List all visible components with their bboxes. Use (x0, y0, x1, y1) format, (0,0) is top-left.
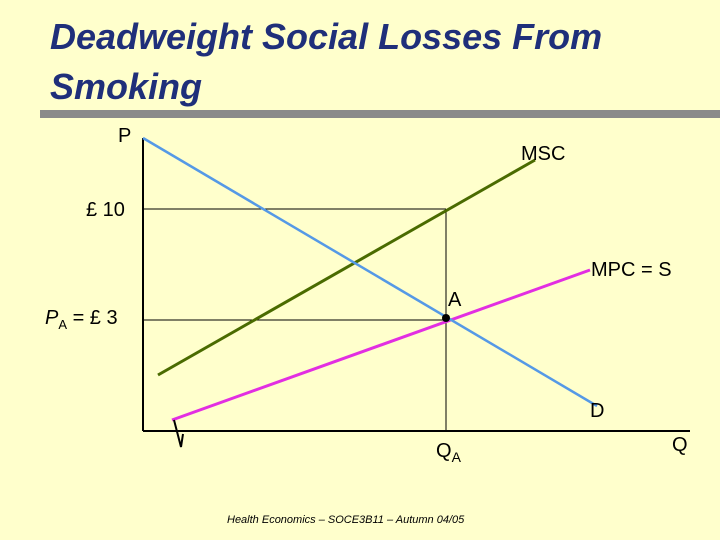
msc-curve (157, 158, 536, 377)
y-axis-label: P (118, 125, 132, 147)
point-a-label: A (448, 289, 462, 311)
footer: Health Economics – SOCE3B11 – Autumn 04/… (227, 514, 465, 526)
point-a-marker (442, 314, 450, 322)
price-a-label: PA = £ 3 (45, 307, 118, 332)
x-axis-label: Q (672, 434, 688, 456)
title-divider (40, 110, 720, 118)
demand-curve (142, 136, 598, 408)
price-10-label: £ 10 (86, 199, 125, 221)
mpc-label: MPC = S (591, 259, 672, 281)
demand-label: D (590, 400, 605, 422)
mpc-supply-curve (171, 268, 591, 422)
slide-title: Deadweight Social Losses From Smoking (50, 16, 603, 107)
msc-label: MSC (521, 143, 566, 165)
origin-mark (173, 419, 184, 448)
quantity-a-label: QA (436, 440, 461, 465)
